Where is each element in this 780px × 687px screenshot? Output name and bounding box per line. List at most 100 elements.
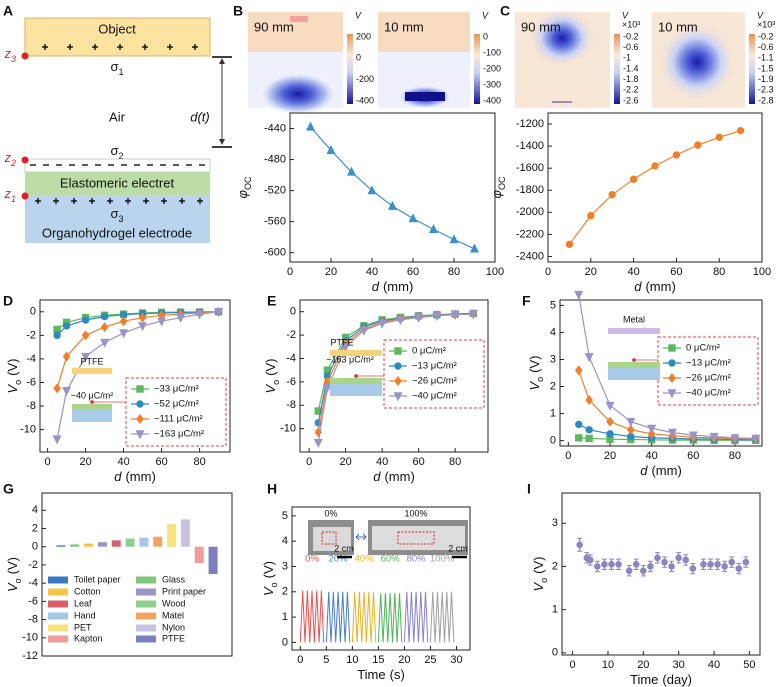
series-line: [317, 313, 474, 443]
y-axis-label: Vo (V): [531, 556, 549, 591]
axis-label-unit: (mm): [645, 279, 675, 294]
colorbar-unit: V: [355, 10, 362, 20]
y-tick-label: -2: [28, 559, 38, 571]
potential-well: [258, 72, 338, 116]
x-tick-label: 0: [297, 654, 303, 666]
colorbar-tick-label: -100: [483, 47, 501, 57]
colorbar-tick-label: -0.6: [623, 42, 639, 52]
axis-label-unit: (mm): [384, 469, 414, 484]
x-tick-label: 0: [45, 456, 51, 468]
y-axis-label: Vo (V): [261, 561, 279, 596]
y-tick-label: -8: [28, 613, 38, 625]
bar: [167, 523, 177, 547]
plot-frame: [291, 506, 471, 651]
marker: [575, 434, 583, 442]
axis-label-sub: o: [13, 578, 23, 583]
marker: [668, 563, 675, 570]
marker: [730, 434, 740, 444]
z-label: z3: [3, 46, 16, 64]
marker: [651, 162, 659, 170]
axis-label-main: φ: [235, 189, 250, 198]
legend-label: −33 μC/m²: [154, 384, 199, 395]
panel-label: G: [3, 481, 14, 497]
legend-label: 0 μC/m²: [686, 343, 720, 354]
inset-label: −40 μC/m²: [71, 390, 113, 400]
inset-electrode: [72, 410, 112, 422]
sigma-subscript: 3: [119, 214, 124, 224]
x-axis-label: d (mm): [372, 279, 414, 294]
marker: [367, 185, 377, 195]
series-label: 80%: [407, 554, 427, 565]
marker: [341, 343, 351, 353]
legend-swatch: [48, 624, 68, 632]
marker: [654, 554, 661, 562]
x-tick-label: 80: [729, 450, 741, 462]
x-tick-label: 40: [646, 450, 658, 462]
colorbar: [474, 34, 480, 104]
series-label: 40%: [355, 554, 375, 565]
marker: [668, 359, 676, 367]
inset-electrode: [330, 384, 382, 396]
photo-region: [321, 531, 337, 545]
axis-label-main: φ: [489, 189, 504, 198]
heatmap-label: 10 mm: [658, 19, 698, 34]
inset-label: PTFE: [330, 337, 353, 347]
marker: [626, 417, 636, 427]
axis-label-unit: (V): [261, 561, 276, 578]
axis-label-main: V: [5, 384, 20, 394]
y-tick-label: 2: [32, 522, 38, 534]
y-axis-label: φOC: [489, 176, 507, 198]
x-tick-label: 10: [346, 654, 358, 666]
colorbar-tick-label: -200: [483, 63, 501, 73]
inset-electrode: [608, 368, 660, 380]
marker: [326, 144, 336, 154]
colorbar-tick-label: -1.9: [758, 74, 774, 84]
axis-label-unit: (day): [662, 672, 692, 687]
marker: [601, 560, 608, 568]
axis-label-unit: (V): [531, 556, 546, 573]
colorbar-tick-label: 0: [483, 31, 488, 41]
colorbar-tick-label: -1.1: [758, 53, 774, 63]
x-axis-label: d (mm): [114, 469, 156, 484]
legend-swatch: [48, 576, 68, 584]
axis-label-sub: OC: [497, 176, 507, 190]
y-tick-label: -1600: [516, 162, 544, 174]
marker: [62, 322, 71, 330]
y-tick-label: 1: [550, 407, 556, 419]
marker: [81, 330, 90, 341]
bar: [70, 544, 80, 547]
electret-block: [25, 172, 210, 195]
legend-label: 0 μC/m²: [412, 346, 446, 357]
series-line: [429, 591, 455, 643]
axis-label-unit: (V): [263, 358, 278, 375]
plot-frame: [561, 492, 761, 656]
marker: [615, 560, 622, 568]
sigma-symbol: σ: [110, 206, 118, 221]
x-tick-label: 20: [604, 450, 616, 462]
y-axis-label: φOC: [235, 176, 253, 198]
legend-label: −40 μC/m²: [412, 391, 457, 402]
y-tick-label: -480: [264, 153, 286, 165]
colorbar-tick-label: -2.8: [758, 95, 774, 105]
electrode-dot: [21, 52, 29, 60]
marker: [387, 200, 398, 210]
axis-label-main: Time: [357, 667, 385, 682]
inset-label: −163 μC/m²: [326, 354, 373, 364]
x-tick-label: 80: [448, 266, 460, 278]
colorbar-tick-label: -0.2: [623, 31, 639, 41]
photo-label: 0%: [324, 508, 337, 518]
axis-label-unit: (V): [5, 557, 20, 574]
marker: [81, 352, 91, 362]
x-tick-label: 80: [713, 266, 725, 278]
y-tick-label: -1200: [516, 118, 544, 130]
x-tick-label: 20: [79, 456, 91, 468]
marker: [346, 166, 357, 176]
x-tick-label: 15: [372, 654, 384, 666]
z-symbol: z: [3, 150, 11, 165]
legend-swatch: [136, 588, 156, 596]
x-tick-label: 40: [117, 456, 129, 468]
z-symbol: z: [3, 46, 11, 61]
object-block: [24, 17, 211, 57]
marker: [606, 416, 614, 427]
y-tick-label: 4: [282, 535, 288, 547]
